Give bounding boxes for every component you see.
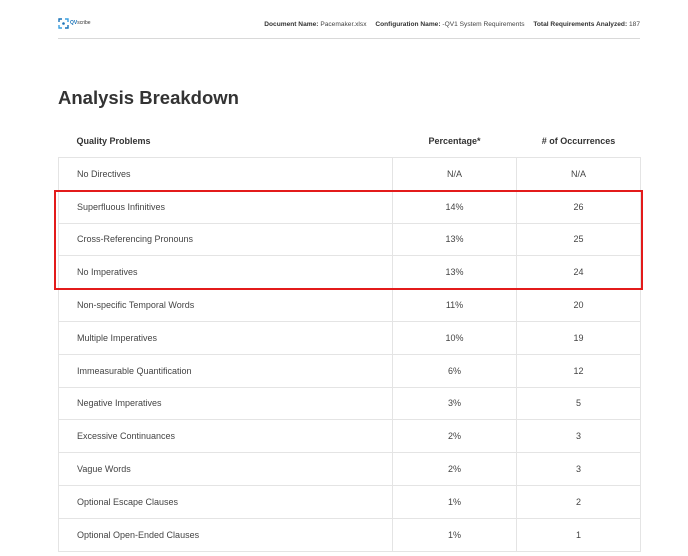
percentage-cell: 13% [392, 255, 517, 290]
total-requirements-value: 187 [628, 21, 640, 28]
percentage-cell: 2% [392, 419, 517, 454]
quality-problem-cell: Excessive Continuances [58, 419, 393, 454]
total-requirements-label: Total Requirements Analyzed: [533, 21, 628, 28]
occurrences-cell: 25 [516, 222, 641, 257]
table-row: Optional Open-Ended Clauses 1% 1 [58, 517, 641, 552]
table-row: Multiple Imperatives 10% 19 [58, 320, 641, 355]
occurrences-cell: 24 [516, 255, 641, 290]
percentage-cell: 14% [392, 189, 517, 224]
table-row: Cross-Referencing Pronouns 13% 25 [58, 222, 641, 257]
quality-problem-cell: Vague Words [58, 452, 393, 486]
logo-wordmark: QVscribe [70, 20, 91, 26]
quality-problem-cell: Optional Open-Ended Clauses [58, 517, 393, 552]
occurrences-cell: 12 [516, 353, 641, 388]
logo-brand: QV [70, 20, 78, 26]
percentage-cell: 3% [392, 386, 517, 421]
percentage-cell: 13% [392, 222, 517, 257]
occurrences-cell: 2 [516, 484, 641, 519]
configuration-name-label: Configuration Name: [375, 21, 441, 28]
table-row: No Directives N/A N/A [58, 157, 641, 191]
table-row: Negative Imperatives 3% 5 [58, 386, 641, 421]
quality-problem-cell: No Imperatives [58, 255, 393, 290]
table-row: No Imperatives 13% 24 [58, 255, 641, 290]
percentage-cell: 11% [392, 288, 517, 322]
occurrences-cell: N/A [516, 157, 641, 191]
table-row: Vague Words 2% 3 [58, 452, 641, 486]
quality-problem-cell: Optional Escape Clauses [58, 484, 393, 519]
percentage-cell: 1% [392, 517, 517, 552]
column-header-percentage: Percentage* [428, 136, 481, 146]
column-header-quality-problems: Quality Problems [76, 136, 151, 146]
document-name-label: Document Name: [264, 21, 319, 28]
percentage-cell: 10% [392, 320, 517, 355]
document-name-value: Pacemaker.xlsx [320, 21, 367, 28]
quality-problem-cell: Immeasurable Quantification [58, 353, 393, 388]
occurrences-cell: 26 [516, 189, 641, 224]
occurrences-cell: 19 [516, 320, 641, 355]
occurrences-cell: 5 [516, 386, 641, 421]
quality-problem-cell: Superfluous Infinitives [58, 189, 393, 224]
percentage-cell: 1% [392, 484, 517, 519]
table-row: Superfluous Infinitives 14% 26 [58, 189, 641, 224]
qvscribe-logo-icon [58, 18, 69, 29]
configuration-name: Configuration Name: -QV1 System Requirem… [375, 21, 524, 28]
document-name: Document Name: Pacemaker.xlsx [264, 21, 366, 28]
table-body: No Directives N/A N/A Superfluous Infinitiv… [58, 157, 641, 552]
quality-problem-cell: Multiple Imperatives [58, 320, 393, 355]
table-row: Excessive Continuances 2% 3 [58, 419, 641, 454]
percentage-cell: 6% [392, 353, 517, 388]
occurrences-cell: 1 [516, 517, 641, 552]
occurrences-cell: 3 [516, 419, 641, 454]
table-row: Immeasurable Quantification 6% 12 [58, 353, 641, 388]
table-header-row: Quality Problems Percentage* # of Occurr… [59, 125, 641, 158]
logo-suffix: scribe [77, 20, 91, 26]
table-row: Optional Escape Clauses 1% 2 [58, 484, 641, 519]
percentage-cell: 2% [392, 452, 517, 486]
column-header-occurrences: # of Occurrences [541, 136, 616, 146]
report-header: QVscribe Document Name: Pacemaker.xlsx C… [58, 14, 640, 39]
configuration-name-value: -QV1 System Requirements [442, 21, 525, 28]
total-requirements: Total Requirements Analyzed: 187 [533, 21, 640, 28]
quality-problem-cell: Non-specific Temporal Words [58, 288, 393, 322]
page-title: Analysis Breakdown [58, 87, 239, 108]
qvscribe-logo: QVscribe [58, 18, 98, 30]
quality-problem-cell: Cross-Referencing Pronouns [58, 222, 393, 257]
analysis-breakdown-table: Quality Problems Percentage* # of Occurr… [58, 125, 641, 552]
quality-problem-cell: No Directives [58, 157, 393, 191]
percentage-cell: N/A [392, 157, 517, 191]
quality-problem-cell: Negative Imperatives [58, 386, 393, 421]
table-row: Non-specific Temporal Words 11% 20 [58, 288, 641, 322]
occurrences-cell: 3 [516, 452, 641, 486]
report-metadata: Document Name: Pacemaker.xlsx Configurat… [257, 21, 640, 28]
occurrences-cell: 20 [516, 288, 641, 322]
